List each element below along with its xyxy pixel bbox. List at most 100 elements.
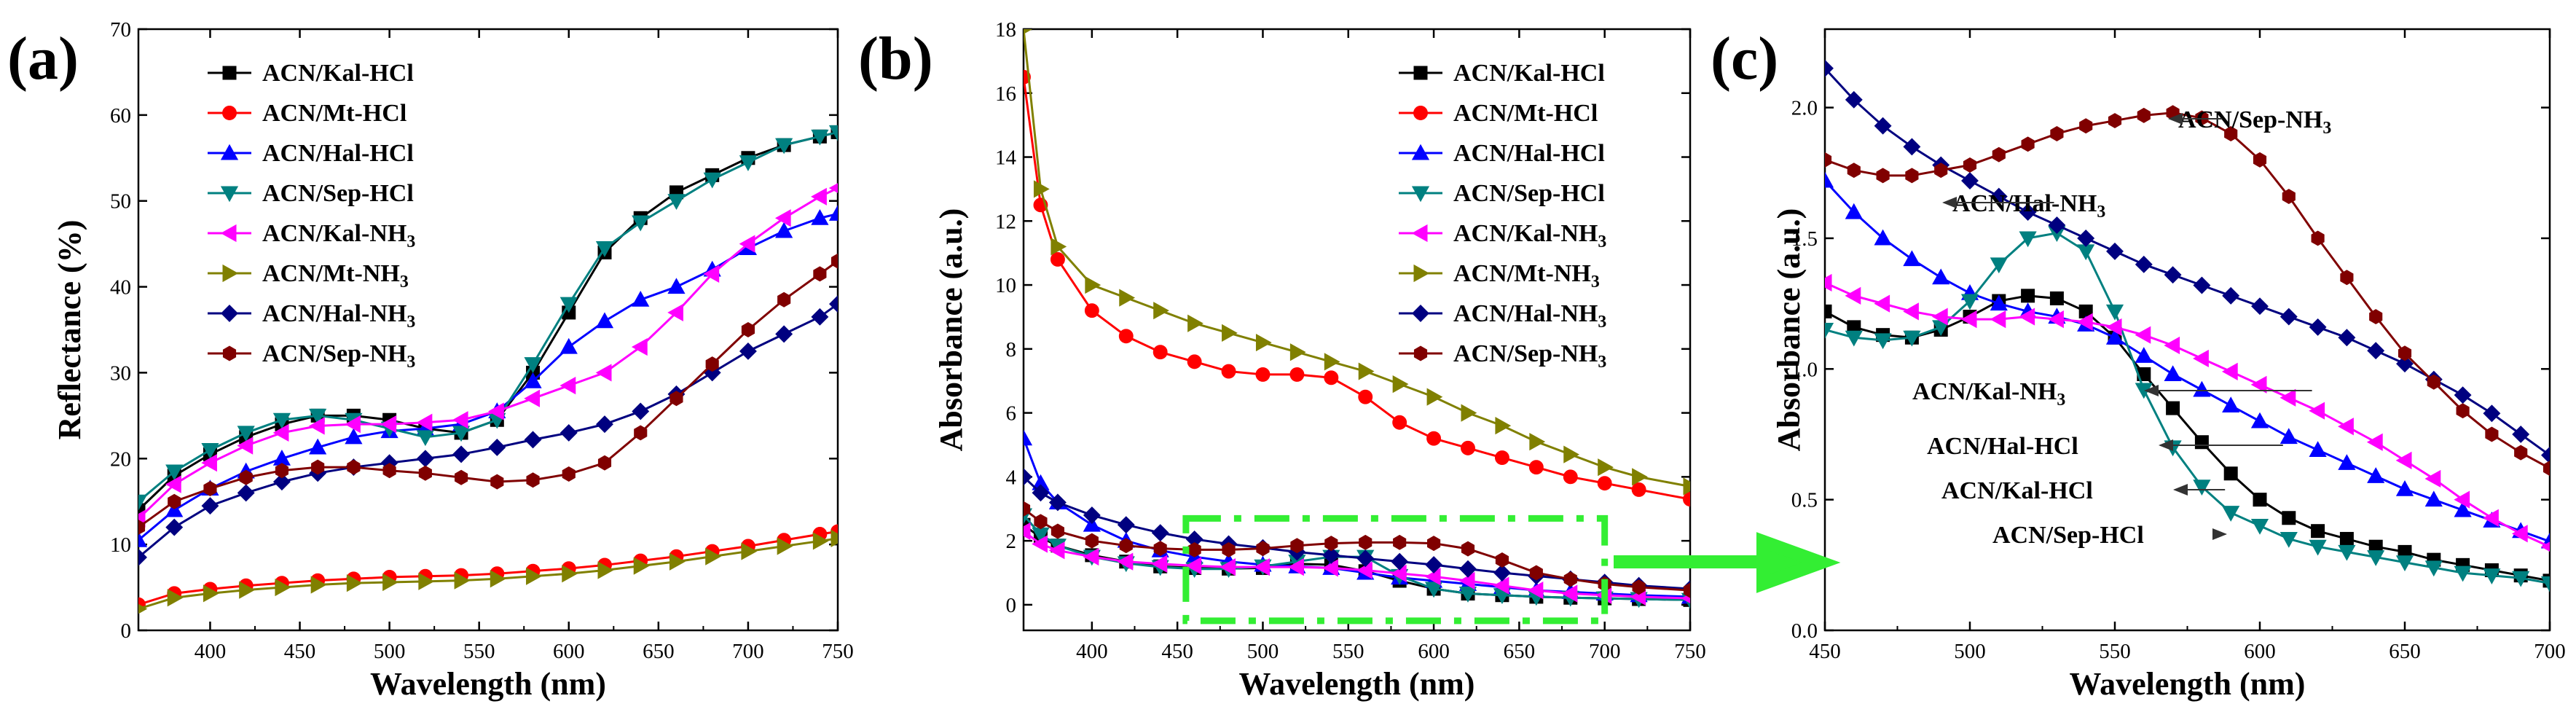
data-point-acn-sep-nh3	[1847, 163, 1861, 179]
data-point-acn-mt-hcl	[1597, 476, 1612, 491]
y-tick-label: 14	[995, 146, 1017, 170]
data-point-acn-kal-nh3	[667, 303, 683, 322]
legend-label-acn-kal-nh3: ACN/Kal-NH3	[262, 220, 415, 251]
data-point-acn-hal-nh3	[2338, 329, 2356, 347]
data-point-acn-mt-nh3	[526, 567, 542, 585]
data-point-acn-kal-nh3	[416, 413, 433, 431]
data-point-acn-mt-nh3	[346, 574, 363, 592]
y-tick-label: 16	[995, 82, 1016, 106]
data-point-acn-mt-hcl	[1461, 440, 1475, 455]
data-point-acn-sep-nh3	[1963, 157, 1977, 173]
data-point-acn-mt-hcl	[1118, 329, 1134, 344]
data-point-acn-hal-nh3	[2367, 342, 2385, 360]
y-axis-title: Absorbance (a.u.)	[1771, 208, 1807, 452]
data-point-acn-kal-nh3	[774, 209, 791, 227]
data-point-acn-sep-nh3	[2398, 345, 2412, 361]
data-point-acn-mt-nh3	[1119, 289, 1136, 307]
data-point-acn-hal-hcl	[1845, 203, 1863, 219]
x-axis-title: Wavelength (nm)	[2070, 666, 2306, 702]
data-point-acn-kal-nh3	[1032, 535, 1048, 553]
x-tick-label: 450	[1809, 640, 1841, 663]
data-point-acn-mt-nh3	[1033, 180, 1050, 198]
data-point-acn-hal-hcl	[2454, 501, 2472, 517]
data-point-acn-kal-nh3	[1960, 310, 1977, 329]
data-point-acn-hal-hcl	[1024, 429, 1033, 446]
y-tick-label: 1.5	[1791, 227, 1818, 251]
data-point-acn-mt-hcl	[1221, 364, 1236, 379]
data-point-acn-kal-nh3	[1220, 558, 1236, 576]
data-point-acn-mt-hcl	[1631, 482, 1646, 497]
data-point-acn-sep-nh3	[382, 463, 396, 479]
data-point-acn-mt-nh3	[830, 529, 838, 547]
annotation-label-acn-hal-nh3: ACN/Hal-NH3	[1952, 190, 2105, 222]
y-tick-label: 10	[995, 274, 1016, 297]
legend: ACN/Kal-HCl ACN/Mt-HCl ACN/Hal-HCl ACN/Sep-…	[1399, 60, 1606, 372]
legend-marker	[220, 144, 239, 160]
y-tick-label: 4	[1006, 466, 1017, 489]
legend-marker	[220, 224, 237, 243]
data-point-acn-hal-nh3	[237, 484, 255, 502]
data-point-acn-sep-hcl	[2105, 304, 2124, 321]
data-point-acn-hal-nh3	[559, 423, 578, 442]
annotation-label-acn-hal-hcl: ACN/Hal-HCl	[1927, 433, 2078, 460]
data-point-acn-sep-nh3	[1683, 582, 1690, 598]
data-point-acn-kal-nh3	[1117, 552, 1134, 571]
data-point-acn-sep-hcl	[595, 241, 614, 257]
data-point-acn-hal-nh3	[1459, 560, 1477, 578]
data-point-acn-sep-hcl	[632, 215, 650, 232]
data-point-acn-sep-hcl	[2483, 568, 2501, 584]
data-point-acn-sep-hcl	[1903, 330, 1921, 347]
data-point-acn-mt-nh3	[239, 581, 255, 599]
data-point-acn-hal-hcl	[1932, 268, 1950, 285]
data-point-acn-hal-nh3	[1322, 546, 1340, 564]
data-point-acn-hal-hcl	[2222, 396, 2240, 413]
data-point-acn-sep-nh3	[1034, 514, 1048, 530]
data-point-acn-sep-hcl	[1825, 323, 1834, 339]
data-point-acn-sep-hcl	[1960, 294, 1979, 310]
data-point-acn-kal-nh3	[1825, 273, 1832, 292]
data-point-acn-mt-hcl	[1084, 303, 1099, 318]
data-point-acn-kal-hcl	[2311, 524, 2325, 539]
annotations: ACN/Sep-NH3 ACN/Hal-NH3 ACN/Kal-NH3 ACN/Hal…	[1912, 106, 2331, 549]
x-tick-label: 650	[1504, 640, 1536, 663]
data-point-acn-kal-nh3	[380, 415, 397, 434]
series-layer	[138, 125, 838, 614]
data-point-acn-hal-nh3	[2512, 426, 2530, 443]
data-point-acn-hal-nh3	[1024, 468, 1032, 486]
data-point-acn-mt-nh3	[382, 573, 398, 592]
data-point-acn-mt-nh3	[1222, 324, 1238, 342]
data-point-acn-hal-hcl	[1874, 229, 1892, 246]
data-point-acn-kal-nh3	[1322, 559, 1338, 577]
legend-marker	[222, 264, 239, 283]
panel-letter-b: (b)	[858, 25, 933, 93]
data-point-acn-sep-hcl	[2367, 550, 2385, 566]
data-point-acn-hal-hcl	[2135, 347, 2153, 363]
data-point-acn-mt-nh3	[1051, 238, 1067, 256]
data-point-acn-hal-nh3	[1990, 187, 2008, 206]
data-point-acn-mt-nh3	[597, 561, 614, 579]
data-point-acn-kal-nh3	[308, 417, 325, 435]
data-point-acn-kal-nh3	[1151, 555, 1168, 573]
legend-label-acn-mt-nh3: ACN/Mt-NH3	[262, 260, 409, 291]
annotation-label-acn-sep-hcl: ACN/Sep-HCl	[1992, 522, 2144, 549]
data-point-acn-hal-nh3	[1874, 117, 1892, 135]
data-point-acn-hal-nh3	[829, 295, 838, 313]
data-point-acn-sep-hcl	[2454, 565, 2472, 582]
annotation-label-acn-kal-nh3: ACN/Kal-NH3	[1912, 378, 2065, 410]
data-point-acn-kal-nh3	[1874, 294, 1890, 313]
data-point-acn-kal-nh3	[2193, 349, 2209, 368]
data-point-acn-kal-hcl	[1825, 304, 1832, 318]
data-point-acn-kal-hcl	[2223, 466, 2238, 481]
data-point-acn-hal-nh3	[2483, 404, 2501, 423]
data-point-acn-mt-hcl	[1494, 450, 1509, 465]
data-point-acn-kal-nh3	[1048, 541, 1065, 560]
data-point-acn-kal-nh3	[631, 337, 648, 356]
data-point-acn-sep-nh3	[1119, 538, 1133, 554]
data-point-acn-mt-hcl	[1152, 345, 1168, 360]
data-point-acn-sep-hcl	[237, 426, 255, 442]
data-point-acn-hal-nh3	[739, 343, 757, 360]
legend-label-acn-sep-hcl: ACN/Sep-HCl	[1453, 180, 1605, 207]
x-tick-label: 500	[1954, 640, 1986, 663]
x-tick-label: 500	[374, 640, 406, 663]
data-point-acn-mt-nh3	[1187, 314, 1203, 332]
